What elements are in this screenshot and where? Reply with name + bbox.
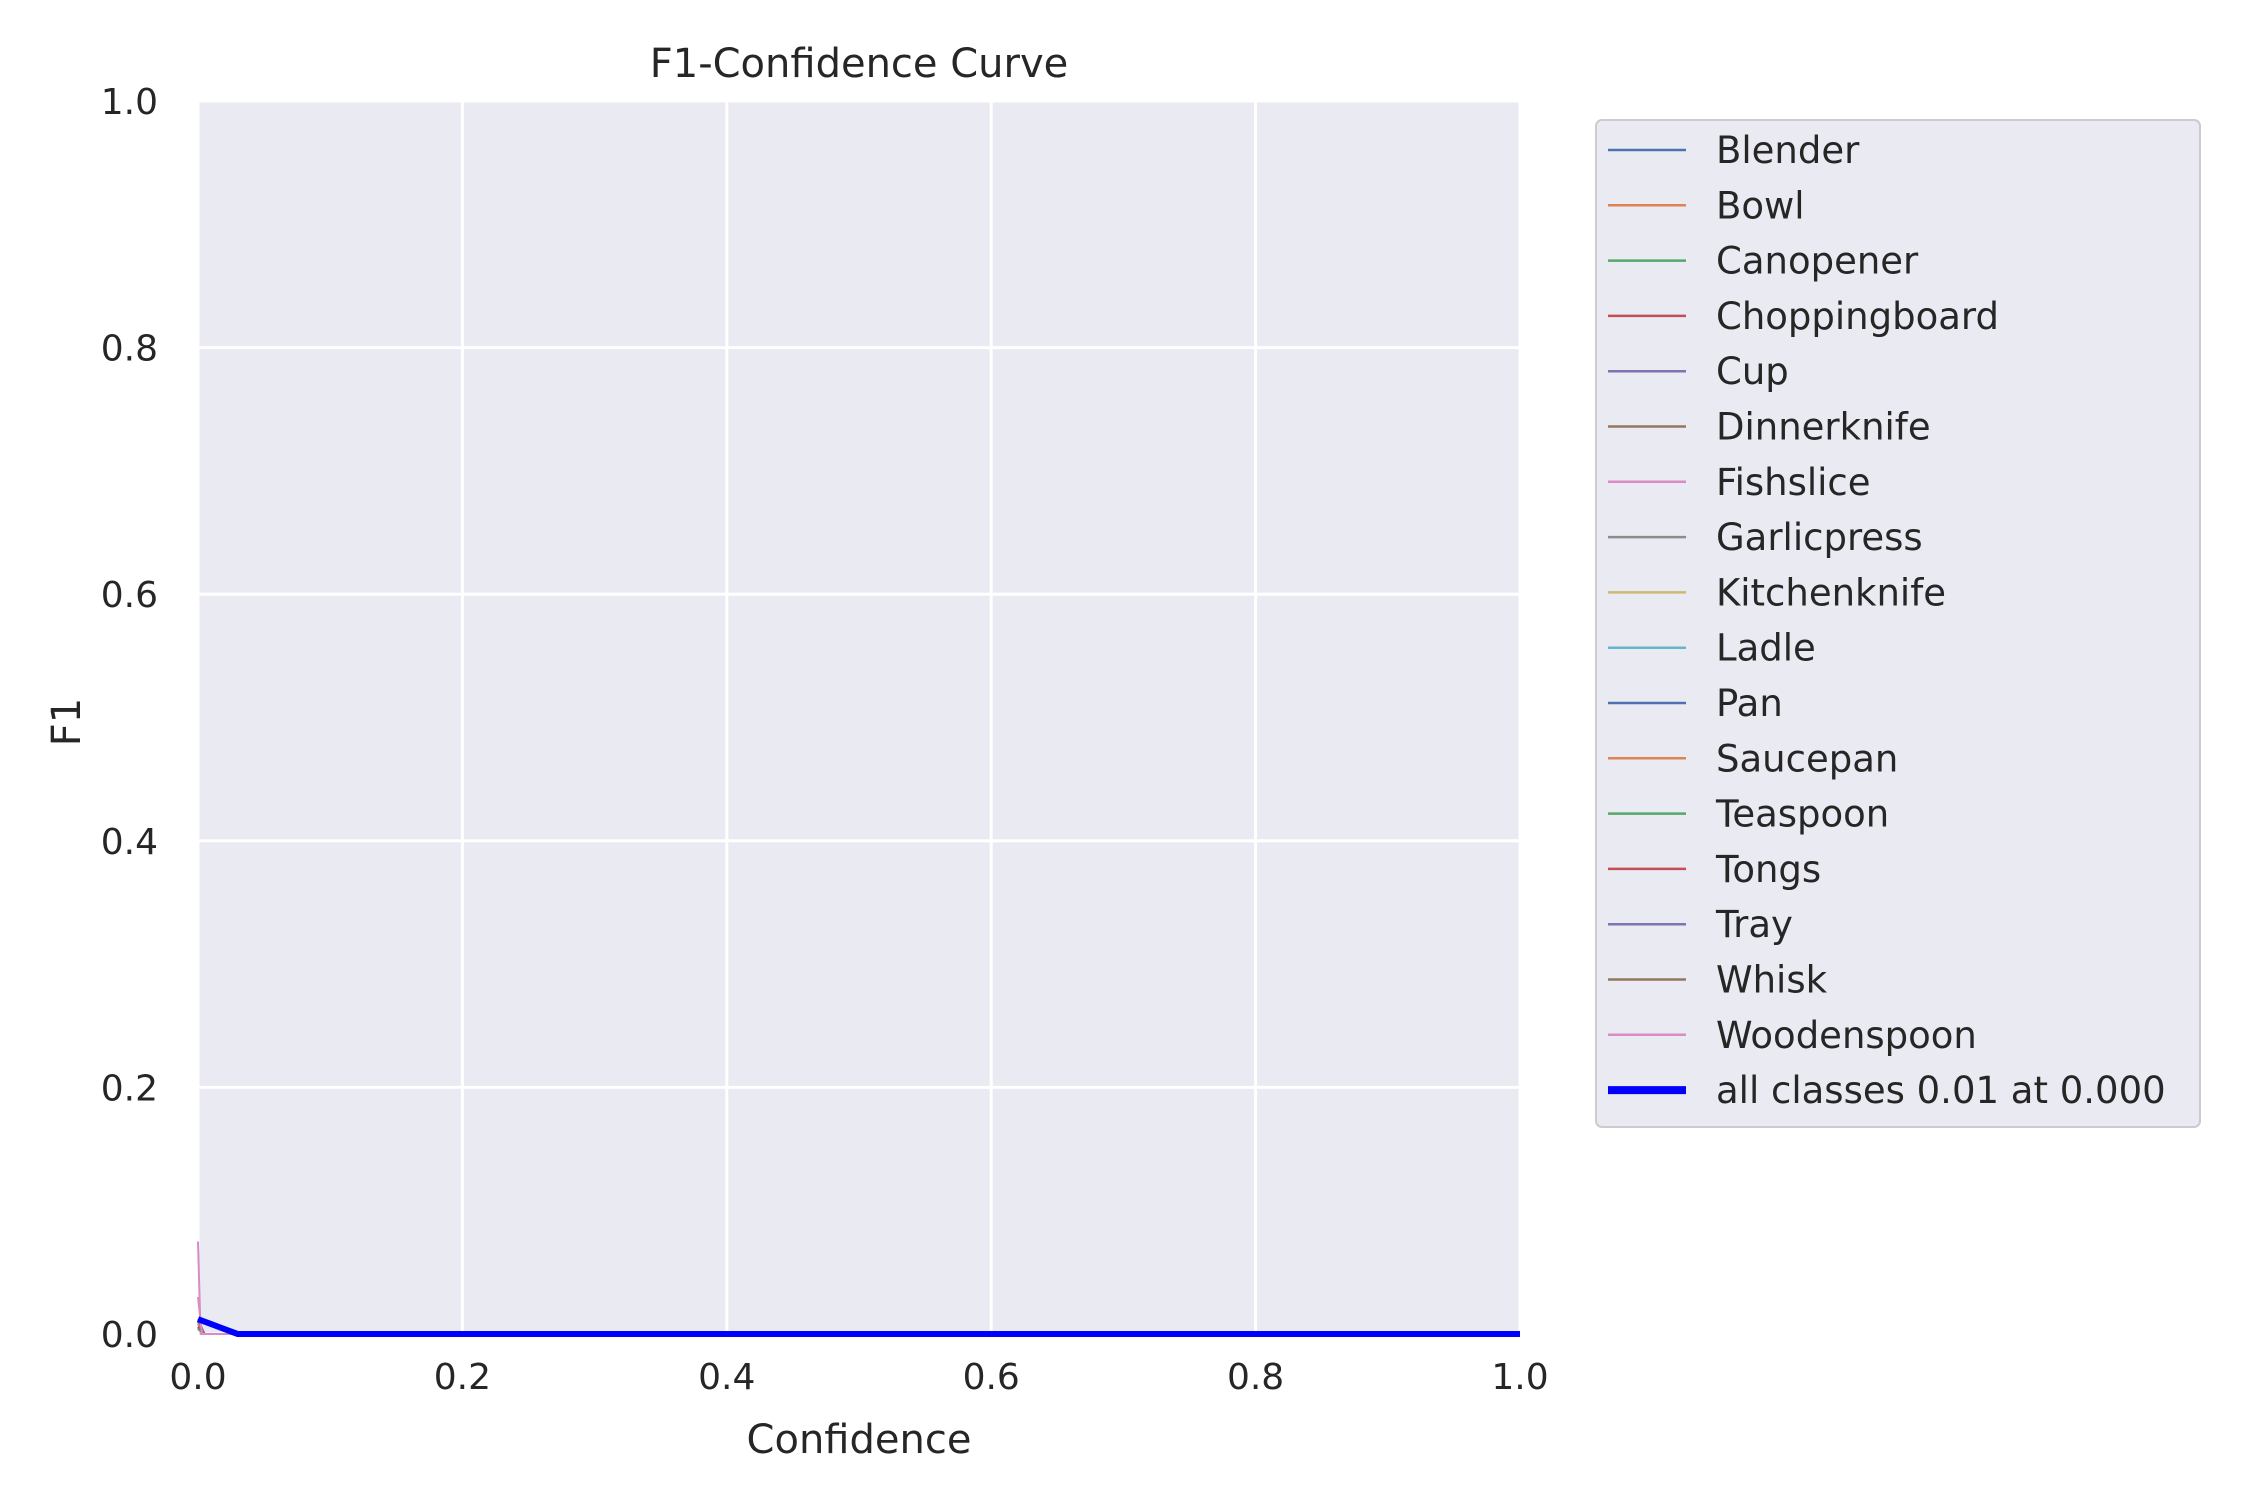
x-tick-labels: 0.0 0.2 0.4 0.6 0.8 1.0 xyxy=(169,1357,1548,1398)
legend-item: Saucepan xyxy=(1608,737,1898,780)
x-axis-title: Confidence xyxy=(747,1417,972,1463)
legend-label: Whisk xyxy=(1716,959,1828,1002)
series-lines xyxy=(196,1241,1520,1337)
legend-item: Garlicpress xyxy=(1608,516,1923,559)
legend-label: Saucepan xyxy=(1716,737,1898,780)
legend-label: Choppingboard xyxy=(1716,295,1999,338)
legend-label: Ladle xyxy=(1716,627,1816,670)
x-tick-label: 1.0 xyxy=(1491,1357,1548,1398)
y-tick-label: 0.0 xyxy=(101,1315,158,1356)
y-tick-label: 0.8 xyxy=(101,329,158,370)
y-tick-labels: 0.0 0.2 0.4 0.6 0.8 1.0 xyxy=(101,82,158,1356)
x-tick-label: 0.4 xyxy=(698,1357,755,1398)
legend-label: Cup xyxy=(1716,350,1789,393)
y-tick-label: 0.6 xyxy=(101,575,158,616)
legend-item: all classes 0.01 at 0.000 xyxy=(1608,1069,2166,1112)
legend-label: Kitchenknife xyxy=(1716,571,1946,614)
legend-item: Pan xyxy=(1608,682,1783,725)
y-tick-label: 0.4 xyxy=(101,822,158,863)
y-tick-label: 0.2 xyxy=(101,1068,158,1109)
y-axis-title: F1 xyxy=(44,698,90,746)
legend-item: Fishslice xyxy=(1608,461,1871,504)
legend-label: Canopener xyxy=(1716,240,1919,283)
x-tick-label: 0.0 xyxy=(169,1357,226,1398)
legend-label: Teaspoon xyxy=(1715,793,1889,836)
legend-item: Blender xyxy=(1608,129,1860,172)
legend-label: Bowl xyxy=(1716,184,1805,227)
chart-title: F1-Confidence Curve xyxy=(650,41,1069,87)
legend-box xyxy=(1595,119,2201,1128)
grid-lines xyxy=(196,99,1522,1336)
legend-item: Canopener xyxy=(1608,240,1919,283)
legend: Blender Bowl Canopener Choppingboard Cup Dinn… xyxy=(1595,119,2201,1128)
legend-label: all classes 0.01 at 0.000 xyxy=(1716,1069,2166,1112)
x-tick-label: 0.6 xyxy=(963,1357,1020,1398)
legend-item: Tongs xyxy=(1608,848,1821,891)
legend-item: Whisk xyxy=(1608,959,1828,1002)
legend-item: Kitchenknife xyxy=(1608,571,1946,614)
plot-area xyxy=(198,101,1520,1334)
legend-item: Tray xyxy=(1608,903,1793,946)
legend-label: Tongs xyxy=(1715,848,1821,891)
legend-item: Woodenspoon xyxy=(1608,1014,1977,1057)
legend-item: Teaspoon xyxy=(1608,793,1889,836)
series-line-all-classes-0-01-at-0-000 xyxy=(196,1316,1520,1337)
legend-label: Fishslice xyxy=(1716,461,1871,504)
legend-label: Tray xyxy=(1715,903,1793,946)
legend-label: Woodenspoon xyxy=(1716,1014,1977,1057)
legend-item: Bowl xyxy=(1608,184,1805,227)
legend-item: Ladle xyxy=(1608,627,1816,670)
legend-label: Dinnerknife xyxy=(1716,406,1931,449)
x-tick-label: 0.2 xyxy=(434,1357,491,1398)
x-tick-label: 0.8 xyxy=(1227,1357,1284,1398)
legend-label: Garlicpress xyxy=(1716,516,1923,559)
y-tick-label: 1.0 xyxy=(101,82,158,123)
legend-item: Dinnerknife xyxy=(1608,406,1931,449)
legend-label: Pan xyxy=(1716,682,1783,725)
legend-item: Cup xyxy=(1608,350,1789,393)
legend-item: Choppingboard xyxy=(1608,295,1999,338)
legend-label: Blender xyxy=(1716,129,1860,172)
